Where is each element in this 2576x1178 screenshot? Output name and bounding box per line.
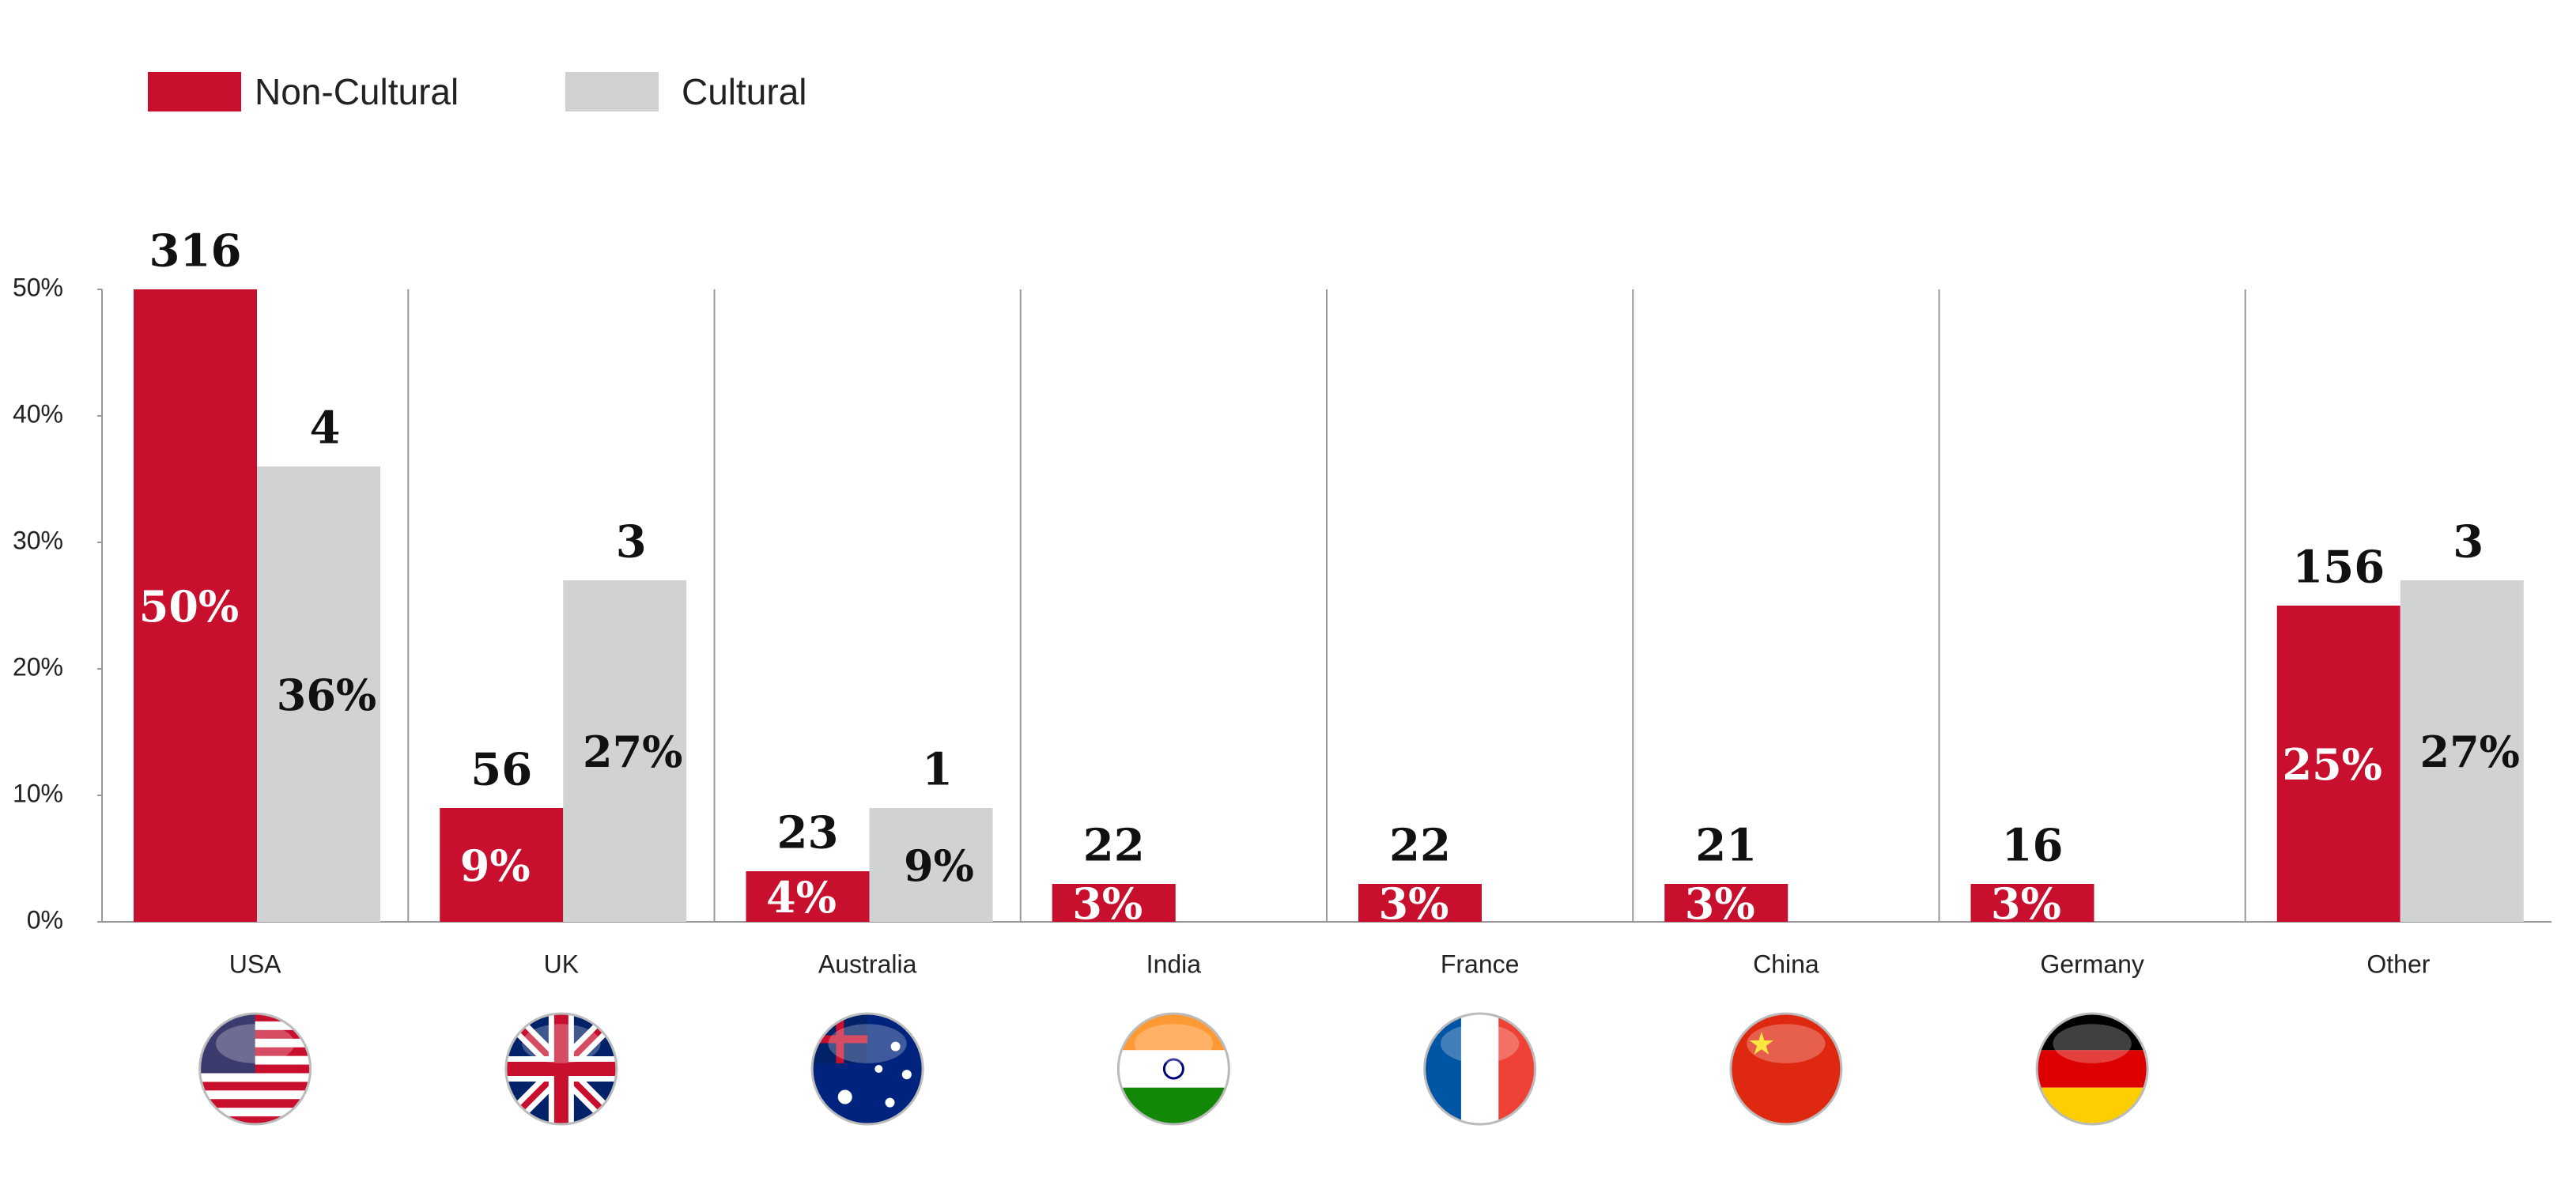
count-label: 1 <box>922 744 953 796</box>
legend-label: Non-Cultural <box>255 71 459 112</box>
count-label: 3 <box>2453 516 2483 568</box>
y-tick-label: 10% <box>13 779 63 807</box>
flag-gloss <box>1440 1024 1520 1063</box>
value-label: 4% <box>766 872 837 923</box>
x-tick-label: Other <box>2366 950 2430 978</box>
x-tick-label: France <box>1441 950 1520 978</box>
flag-part <box>1749 1032 1774 1055</box>
flag-part <box>198 1073 312 1083</box>
flag-rim <box>198 1012 312 1126</box>
bar <box>134 289 257 922</box>
y-tick-label: 30% <box>13 526 63 554</box>
flag-gloss <box>828 1024 907 1063</box>
flag-part <box>198 1108 312 1118</box>
y-tick-label: 50% <box>13 273 63 301</box>
bar <box>257 466 380 922</box>
flag <box>811 1013 924 1125</box>
flag-gloss <box>522 1024 601 1063</box>
value-label: 3% <box>1072 878 1143 929</box>
bar <box>1664 884 1788 922</box>
value-label: 3% <box>1685 878 1755 929</box>
value-label: 3% <box>1991 878 2061 929</box>
x-tick-label: India <box>1146 950 1202 978</box>
flag-part <box>811 1035 868 1044</box>
flag-part <box>1117 1050 1230 1088</box>
flag-part <box>901 1070 912 1080</box>
flag-part <box>198 1116 312 1125</box>
flag-rim <box>2035 1012 2149 1126</box>
count-label: 4 <box>310 402 341 455</box>
value-label: 50% <box>139 581 239 632</box>
y-tick-label: 40% <box>13 399 63 428</box>
flag-part <box>504 1062 618 1076</box>
legend-swatch <box>148 72 241 111</box>
y-tick-label: 20% <box>13 652 63 681</box>
flag-part <box>1729 1013 1842 1125</box>
count-label: 56 <box>470 744 532 796</box>
bar <box>746 871 870 922</box>
flag-gloss <box>1134 1024 1214 1063</box>
flag-part <box>890 1041 901 1052</box>
value-label: 36% <box>277 670 376 720</box>
flag <box>504 1013 618 1125</box>
value-label: 27% <box>583 727 682 777</box>
x-tick-label: USA <box>229 950 281 978</box>
flag-rim <box>1729 1012 1843 1126</box>
value-label: 27% <box>2420 727 2520 777</box>
value-label: 9% <box>904 840 974 891</box>
x-tick-label: UK <box>544 950 579 978</box>
value-label: 25% <box>2283 739 2382 790</box>
count-label: 156 <box>2292 542 2385 594</box>
count-label: 22 <box>1389 820 1451 872</box>
flag-part <box>885 1097 895 1108</box>
flag-gloss <box>1747 1024 1826 1063</box>
count-label: 16 <box>2002 820 2064 872</box>
flag-rim <box>810 1012 924 1126</box>
bar <box>1052 884 1176 922</box>
flag-part <box>198 1090 312 1101</box>
bar <box>440 808 564 922</box>
flag-part <box>2036 1050 2149 1088</box>
legend: Non-Cultural Cultural <box>148 71 807 112</box>
x-tick-label: Australia <box>818 950 917 978</box>
count-label: 3 <box>616 516 647 568</box>
x-tick-label: China <box>1753 950 1819 978</box>
flag-part <box>1162 1058 1184 1080</box>
legend-swatch <box>565 72 659 111</box>
value-label: 3% <box>1379 878 1449 929</box>
flag-gloss <box>2053 1024 2132 1063</box>
flag-gloss <box>215 1024 295 1063</box>
flag <box>198 1013 312 1125</box>
flag-part <box>874 1065 883 1073</box>
flag <box>1729 1013 1842 1125</box>
bar <box>869 808 993 922</box>
bar <box>563 580 687 922</box>
y-tick-label: 0% <box>27 905 63 934</box>
flag-part <box>1460 1013 1499 1125</box>
count-label: 316 <box>149 225 242 278</box>
flag-rim <box>1116 1012 1230 1126</box>
x-tick-label: Germany <box>2040 950 2144 978</box>
flag-rim <box>1423 1012 1537 1126</box>
bar <box>2400 580 2524 922</box>
flag-part <box>837 1089 852 1104</box>
flag-rim <box>504 1012 618 1126</box>
count-label: 21 <box>1695 820 1757 872</box>
flag-part <box>198 1082 312 1092</box>
legend-label: Cultural <box>682 71 807 112</box>
bar <box>2276 606 2400 922</box>
bar <box>1970 884 2094 922</box>
bar <box>1358 884 1482 922</box>
value-label: 9% <box>460 840 531 891</box>
count-label: 23 <box>777 807 839 859</box>
count-label: 22 <box>1083 820 1145 872</box>
flag-part <box>198 1099 312 1109</box>
